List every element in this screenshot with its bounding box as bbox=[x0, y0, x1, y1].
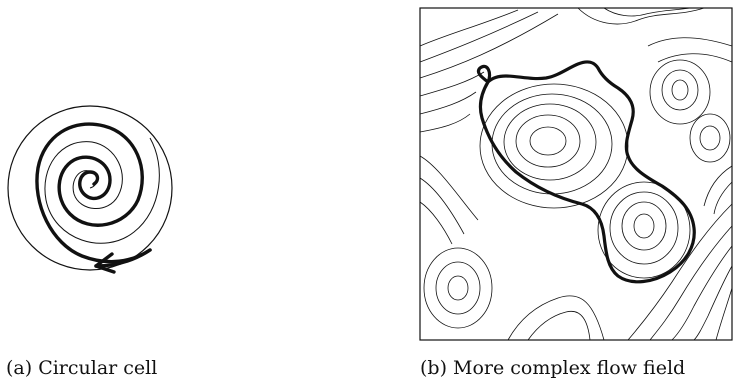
complex-flow-plot bbox=[419, 7, 733, 341]
contour-lines bbox=[419, 7, 733, 341]
plot-frame bbox=[419, 7, 733, 341]
caption-b: (b) More complex flow field bbox=[420, 357, 686, 379]
thick-spiral-trajectory bbox=[35, 122, 152, 264]
complex-flow-figure bbox=[418, 6, 736, 346]
caption-a: (a) Circular cell bbox=[6, 357, 158, 379]
circular-cell-plot bbox=[7, 105, 173, 274]
thin-spiral bbox=[44, 137, 160, 244]
trajectory-tail bbox=[94, 248, 152, 268]
cell-boundary bbox=[7, 105, 173, 271]
circular-cell-figure bbox=[0, 0, 200, 330]
thick-trajectory bbox=[476, 60, 696, 284]
